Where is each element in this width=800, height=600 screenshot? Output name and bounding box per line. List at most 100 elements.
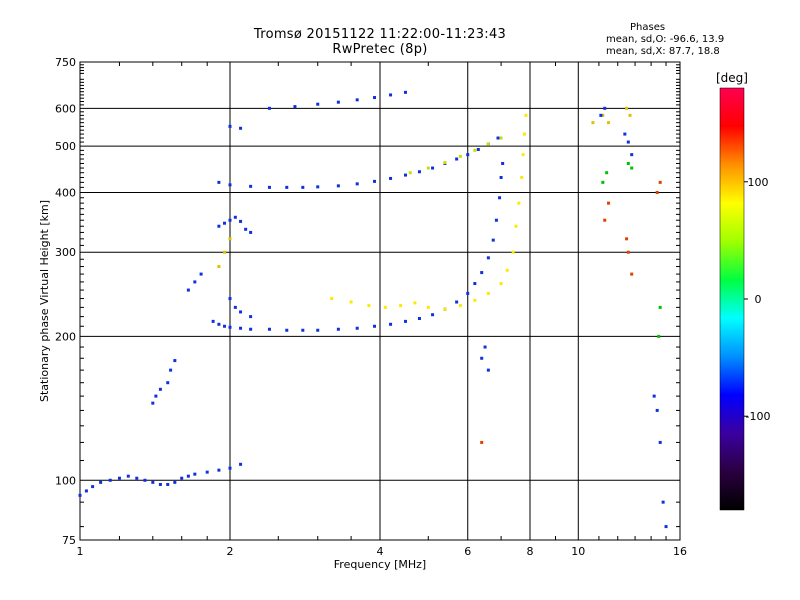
data-point [316,102,320,106]
data-point [135,476,139,480]
data-point [514,224,518,228]
data-point [126,474,130,478]
data-point [625,106,629,110]
data-point [211,319,215,323]
data-point [498,196,502,200]
data-point [443,161,447,165]
data-point [217,180,221,184]
data-point [523,132,527,136]
data-point [228,325,232,329]
data-point [249,327,253,331]
data-point [480,271,484,275]
data-point [603,218,607,222]
data-point [658,440,662,444]
data-point [78,493,82,497]
y-tick-label: 200 [55,330,76,343]
data-point [426,305,430,309]
data-point [655,408,659,412]
data-point [355,182,359,186]
data-point [99,480,103,484]
data-point [233,305,237,309]
data-point [486,291,490,295]
data-point [217,468,221,472]
data-point [521,153,525,157]
data-point [355,326,359,330]
data-point [91,485,95,489]
data-point [217,265,221,269]
data-point [455,157,459,161]
x-axis-label: Frequency [MHz] [334,558,426,571]
data-point [486,368,490,372]
data-point [193,280,197,284]
data-point [431,166,435,170]
data-point [403,319,407,323]
data-point [349,300,353,304]
data-point [480,356,484,360]
data-point [293,105,297,109]
data-point [193,472,197,476]
data-point [223,324,227,328]
data-point [499,282,503,286]
data-point [413,301,417,305]
stats-title: Phases [630,22,666,33]
x-tick-label: 8 [527,545,534,558]
data-point [383,305,387,309]
data-point [151,480,155,484]
data-point [389,93,393,97]
colorbar-label: [deg] [716,71,748,85]
data-point [601,113,605,117]
data-point [473,148,477,152]
data-point [84,489,88,493]
data-point [228,218,232,222]
data-point [473,282,477,286]
y-tick-label: 400 [55,186,76,199]
data-point [599,113,603,117]
data-point [228,237,232,241]
x-tick-label: 10 [571,545,585,558]
data-point [626,161,630,165]
data-point [166,381,170,385]
data-point [233,215,237,219]
data-point [389,322,393,326]
data-point [483,345,487,349]
y-tick-label: 750 [55,56,76,69]
data-point [431,313,435,317]
data-point [336,100,340,104]
data-point [499,136,503,140]
data-point [443,307,447,311]
y-tick-label: 300 [55,246,76,259]
data-point [466,291,470,295]
data-point [173,359,177,363]
data-point [336,184,340,188]
data-point [228,297,232,301]
data-point [657,334,661,338]
stats-line-o: mean, sd,O: -96.6, 13.9 [606,34,725,45]
data-point [652,394,656,398]
data-point [664,525,668,529]
data-point [607,121,611,125]
data-point [158,387,162,391]
data-point [658,180,662,184]
data-point [458,154,462,158]
data-point [399,304,403,308]
chart-title: Tromsø 20151122 11:22:00-11:23:43 [253,27,507,42]
data-point [501,161,505,165]
data-point [466,153,470,157]
data-point [658,305,662,309]
data-point [426,166,430,170]
data-point [166,482,170,486]
data-point [154,394,158,398]
data-point [249,315,253,319]
data-point [494,218,498,222]
data-point [486,256,490,260]
y-axis-label: Stationary phase Virtual Height [km] [38,200,51,402]
data-point [623,132,627,136]
data-point [330,297,334,301]
data-point [630,166,634,170]
colorbar-tick-label: 0 [755,293,762,306]
colorbar-tick-label: 100 [748,176,769,189]
data-point [455,300,459,304]
data-point [249,184,253,188]
data-point [316,328,320,332]
data-point [169,368,173,372]
